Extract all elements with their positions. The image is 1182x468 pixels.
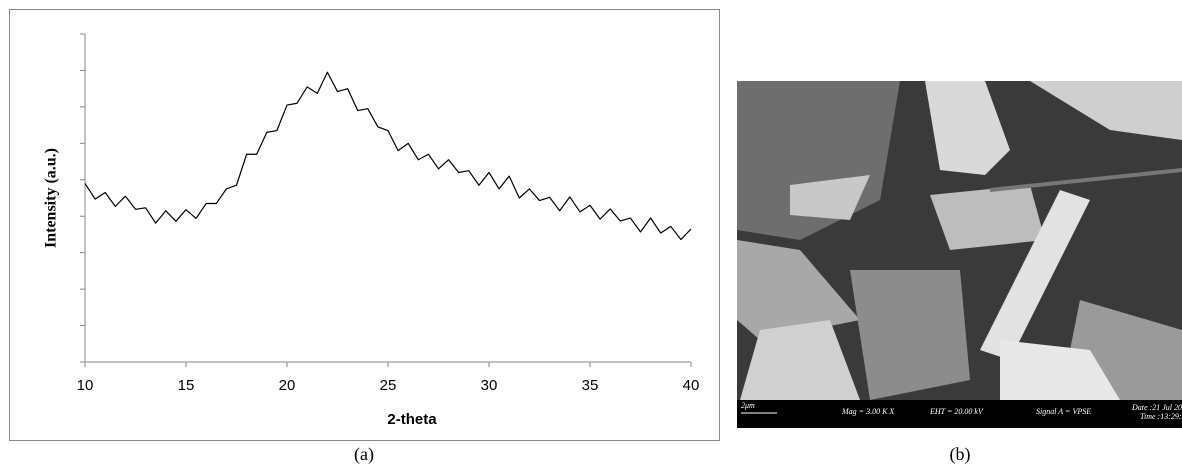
x-tick-label: 30 (481, 377, 498, 394)
x-tick-label: 10 (77, 377, 94, 394)
image-region (737, 81, 900, 240)
image-region (740, 320, 860, 400)
x-tick-label: 15 (178, 377, 195, 394)
image-region (737, 240, 860, 340)
y-axis-label: Intensity (a.u.) (43, 148, 60, 248)
caption: (b) (950, 444, 971, 465)
image-region (1000, 340, 1120, 400)
data-line (84, 71, 692, 241)
sem-info: Date :21 Jul 201 (1131, 403, 1182, 412)
sem-image: 2μm Mag = 3.00 K X EHT = 20.00 kV Signal… (737, 81, 1182, 428)
image-region (790, 175, 870, 220)
sem-info: Time :13:29:5 (1140, 412, 1182, 421)
scale-bar-label: 2μm (741, 401, 755, 410)
x-tick-label: 40 (683, 377, 700, 394)
image-region (980, 190, 1090, 360)
x-tick-label: 35 (582, 377, 599, 394)
caption: (a) (354, 444, 374, 465)
sem-info: Mag = 3.00 K X (841, 407, 895, 416)
image-region (930, 185, 1045, 250)
image-region (850, 270, 970, 400)
sem-info: EHT = 20.00 kV (929, 407, 984, 416)
image-region (1030, 81, 1182, 140)
x-tick-label: 20 (279, 377, 296, 394)
image-region (925, 81, 1010, 175)
sem-info: Signal A = VPSE (1036, 407, 1091, 416)
image-info-bar (737, 400, 1182, 428)
x-tick-label: 25 (380, 377, 397, 394)
image-fiber (989, 168, 1182, 192)
chart-frame (9, 9, 720, 441)
x-axis-label: 2-theta (387, 411, 437, 428)
